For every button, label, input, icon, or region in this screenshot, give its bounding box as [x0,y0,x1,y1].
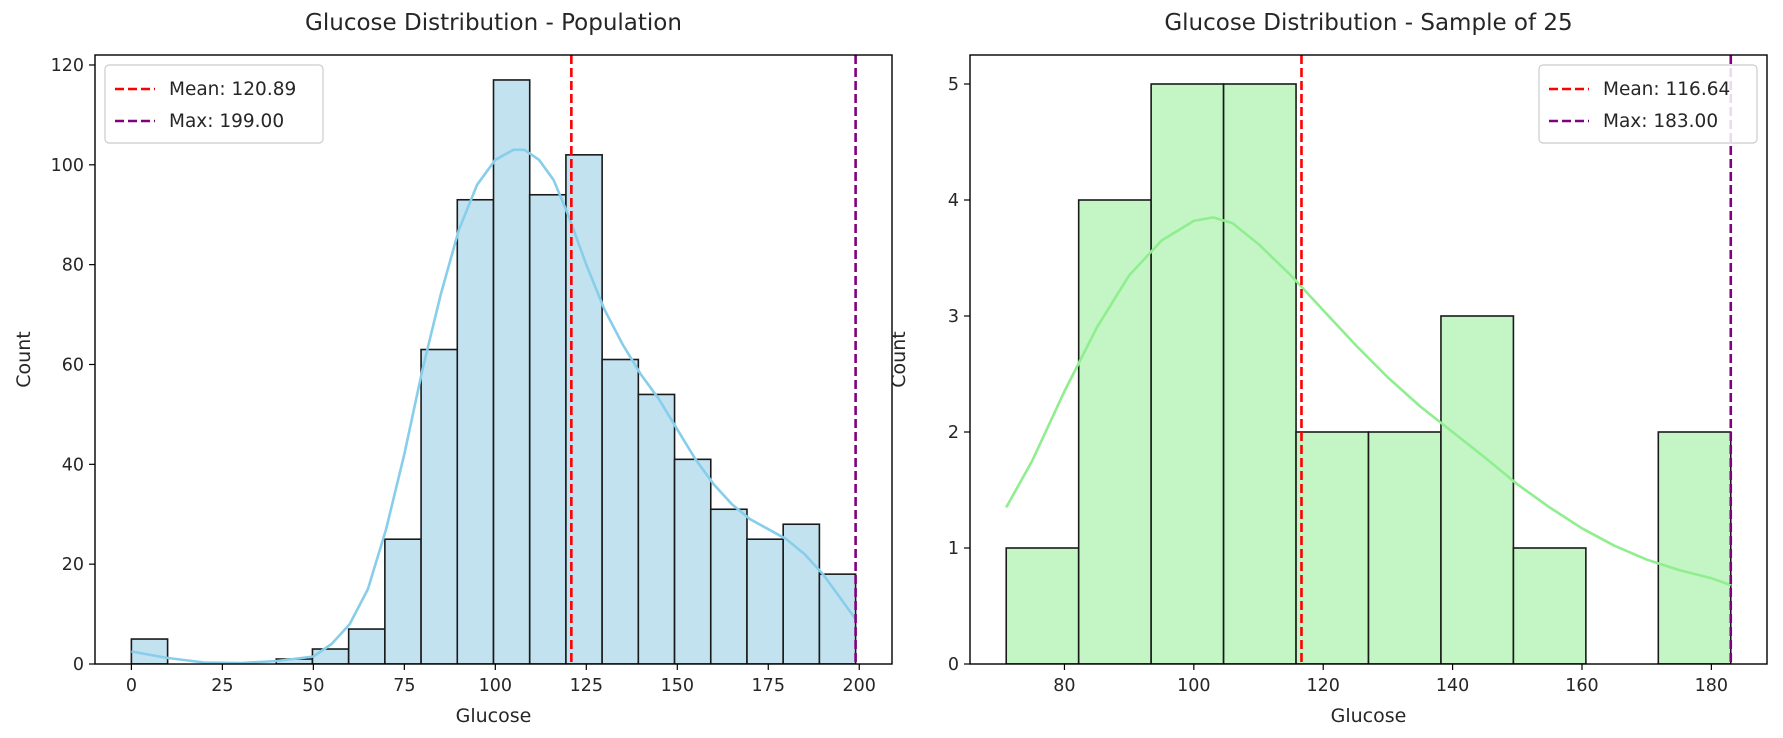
legend-entry: Max: 183.00 [1603,111,1718,132]
y-tick-label: 120 [51,56,84,76]
y-tick-label: 100 [51,156,84,176]
axes-frame [969,54,1768,665]
x-tick-label: 100 [479,676,512,696]
kde-curve [1005,216,1732,587]
y-tick-label: 0 [948,655,959,675]
x-tick-label: 125 [570,676,603,696]
histogram-bar [746,538,784,664]
histogram-bar [384,538,422,664]
histogram-bar [1222,83,1297,664]
y-tick-label: 1 [948,539,959,559]
x-tick-label: 25 [211,676,233,696]
x-tick-label: 50 [302,676,324,696]
legend-entry: Mean: 116.64 [1603,79,1730,100]
x-tick-label: 150 [661,676,694,696]
x-tick-label: 140 [1436,676,1469,696]
kde-curve [131,148,857,664]
chart-panel-2: 80 100 120 140 160 180 0 1 2 3 4 5 Glucose Distribut… [888,10,1768,727]
y-tick-label: 0 [73,655,84,675]
chart-title: Glucose Distribution - Sample of 25 [1164,10,1572,36]
x-tick-label: 120 [1307,676,1340,696]
x-tick-label: 100 [1177,676,1210,696]
histogram-bar [637,393,676,664]
legend-box [1538,64,1758,144]
y-axis: 0 1 2 3 4 5 [948,75,970,675]
histogram-bar [1512,547,1587,664]
y-tick-label: 2 [948,423,959,443]
histogram-bar [456,198,495,664]
y-tick-label: 60 [62,355,84,375]
histogram-bar [1295,431,1370,664]
y-tick-label: 4 [948,191,959,211]
legend-entry: Mean: 120.89 [169,79,296,100]
y-tick-label: 20 [62,555,84,575]
histogram-bar [1150,83,1225,664]
histogram-bar [782,523,821,664]
y-axis: 0 20 40 60 80 100 120 [51,56,95,675]
chart-title: Glucose Distribution - Population [305,10,682,36]
axes-frame [94,54,893,665]
y-tick-label: 80 [62,256,84,276]
x-tick-label: 180 [1695,676,1728,696]
x-tick-label: 200 [843,676,876,696]
histogram-bar [420,348,459,664]
histogram-bar [492,79,531,664]
y-tick-label: 5 [948,75,959,95]
legend: Mean: 116.64 Max: 183.00 [1538,64,1758,144]
x-tick-label: 75 [393,676,415,696]
histogram-bar [601,358,640,664]
histogram-bars [1005,83,1732,664]
x-tick-label: 80 [1053,676,1075,696]
legend-box [104,64,324,144]
histogram-bar [709,508,748,664]
legend-entry: Max: 199.00 [169,111,284,132]
chart-panel-1: 0 25 50 75 100 125 150 175 200 0 20 40 60 80 100 120 Glu… [13,10,893,727]
y-tick-label: 40 [62,455,84,475]
x-tick-label: 0 [126,676,137,696]
x-tick-label: 160 [1565,676,1598,696]
y-axis-label: Count [888,331,910,387]
y-tick-label: 3 [948,307,959,327]
histogram-bar [311,648,350,664]
legend: Mean: 120.89 Max: 199.00 [104,64,324,144]
x-axis-label: Glucose [1331,705,1407,727]
histogram-bar [1077,199,1152,664]
histogram-bar [1367,431,1442,664]
x-axis: 80 100 120 140 160 180 [1053,664,1728,696]
y-axis-label: Count [13,331,35,387]
x-axis: 0 25 50 75 100 125 150 175 200 [126,664,876,696]
histogram-bar [673,458,712,664]
histogram-bar [528,193,567,664]
x-tick-label: 175 [752,676,785,696]
histogram-bar [1657,431,1732,664]
histogram-bar [1005,547,1080,664]
x-axis-label: Glucose [456,705,532,727]
histogram-bar [1440,315,1515,664]
histogram-bars [130,79,857,664]
histogram-bar [347,628,386,664]
histogram-bar [818,573,857,664]
